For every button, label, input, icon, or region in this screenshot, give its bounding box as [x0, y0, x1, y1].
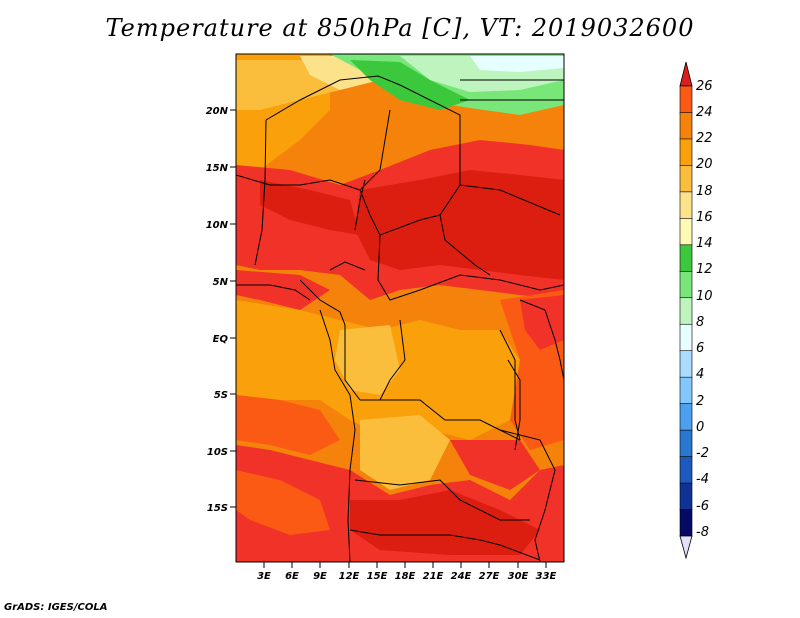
latitude-axis: 20N 15N 10N 5N EQ 5S 10S 15S: [206, 106, 236, 514]
colorbar-cell: [679, 323, 693, 352]
colorbar-cell: [679, 138, 693, 167]
colorbar-label: 14: [696, 236, 713, 251]
border-chad-lake: [354, 179, 366, 231]
lake-tanganyika: [507, 359, 521, 451]
colorbar-cell: [679, 429, 693, 458]
border-angola-namibia: [354, 479, 530, 521]
colorbar-legend: 26 24 22 20 18 16 14 12 10 8 6 4 2 0 -2 …: [679, 61, 713, 560]
lon-label: 15E: [367, 571, 388, 582]
lon-label: 30E: [508, 571, 529, 582]
colorbar-label: 24: [696, 105, 713, 120]
colorbar-label: 20: [696, 157, 713, 172]
colorbar-cell: [679, 244, 693, 272]
field-kalahari-hot: [350, 490, 540, 555]
colorbar-label: 6: [696, 341, 704, 356]
border-niger-mali: [236, 174, 361, 191]
border-east-lakes: [519, 299, 564, 381]
colorbar-cells: [679, 85, 693, 537]
colorbar-label: 10: [696, 289, 713, 304]
lat-label: EQ: [213, 334, 229, 345]
field-southwest-orange: [236, 470, 330, 535]
lon-label: 6E: [285, 571, 299, 582]
country-borders: [236, 75, 564, 562]
lat-label: 5N: [213, 277, 229, 288]
colorbar-top-arrow: [679, 61, 693, 87]
border-nigeria-west: [254, 119, 267, 266]
border-sudan: [459, 184, 561, 216]
lon-label: 12E: [339, 571, 360, 582]
colorbar-label: -8: [696, 525, 709, 540]
field-atlantic-orange: [236, 395, 340, 455]
field-west-hot: [260, 180, 360, 235]
colorbar-label: 18: [696, 184, 713, 199]
map-title: Temperature at 850hPa [C], VT: 201903260…: [105, 14, 695, 42]
field-angola-pale: [360, 415, 450, 490]
longitude-axis: 3E 6E 9E 12E 15E 18E 21E 24E 27E 30E 33E: [257, 562, 557, 582]
lon-label: 27E: [479, 571, 500, 582]
colorbar-label: 22: [696, 131, 713, 146]
border-congo-drc: [379, 319, 406, 401]
colorbar-cell: [679, 165, 693, 193]
colorbar-cell: [679, 456, 693, 484]
colorbar-label: 2: [696, 394, 704, 409]
colorbar-cell: [679, 85, 693, 114]
border-cameroon-gabon: [299, 279, 361, 401]
colorbar-label: 12: [696, 262, 713, 277]
coast-gulf-guinea: [236, 284, 311, 301]
lon-label: 33E: [536, 571, 557, 582]
coast-atlantic: [319, 309, 356, 562]
lat-label: 10N: [206, 220, 229, 231]
lat-label: 5S: [214, 390, 228, 401]
credit-text: GrADS: IGES/COLA: [4, 602, 108, 613]
colorbar-label: -6: [696, 499, 709, 514]
border-drc-east: [499, 329, 521, 441]
colorbar-cell: [679, 191, 693, 219]
colorbar-label: -4: [696, 472, 709, 487]
field-north-darkgreen: [350, 60, 470, 110]
lat-label: 10S: [207, 447, 228, 458]
colorbar-label: 8: [696, 315, 704, 330]
colorbar-label: -2: [696, 446, 709, 461]
field-mozambique-warm: [450, 440, 540, 490]
lon-label: 18E: [395, 571, 416, 582]
lat-label: 20N: [206, 106, 229, 117]
field-congo-pale: [335, 325, 400, 395]
colorbar-label: 26: [696, 79, 713, 94]
lon-label: 24E: [451, 571, 472, 582]
field-gulf-warm: [236, 270, 330, 310]
colorbar-label: 4: [696, 367, 704, 382]
colorbar-cell: [679, 509, 693, 537]
field-sahel-hot: [355, 170, 564, 280]
colorbar-cell: [679, 403, 693, 431]
map-frame: [235, 53, 565, 563]
temperature-field: [236, 54, 564, 562]
lat-label: 15N: [206, 163, 229, 174]
colorbar-cell: [679, 482, 693, 511]
colorbar-label: 0: [696, 420, 704, 435]
lat-label: 15S: [207, 503, 228, 514]
border-car-south: [377, 234, 564, 301]
border-drc-south: [360, 399, 521, 441]
border-car-sudan: [439, 214, 491, 276]
lon-label: 9E: [313, 571, 327, 582]
colorbar-bottom-arrow: [679, 535, 693, 560]
border-mozambique: [499, 429, 556, 562]
colorbar-labels: 26 24 22 20 18 16 14 12 10 8 6 4 2 0 -2 …: [696, 79, 713, 540]
lon-label: 21E: [423, 571, 444, 582]
colorbar-cell: [679, 376, 693, 405]
field-east-warm: [520, 295, 564, 350]
colorbar-cell: [679, 112, 693, 140]
colorbar-cell: [679, 297, 693, 325]
colorbar-cell: [679, 350, 693, 378]
colorbar-cell: [679, 270, 693, 299]
field-north-white: [470, 56, 564, 72]
lon-label: 3E: [257, 571, 271, 582]
border-namibia-botswana: [349, 529, 541, 561]
colorbar-cell: [679, 218, 693, 246]
border-coast-gulf: [329, 261, 366, 271]
colorbar-label: 16: [696, 210, 713, 225]
